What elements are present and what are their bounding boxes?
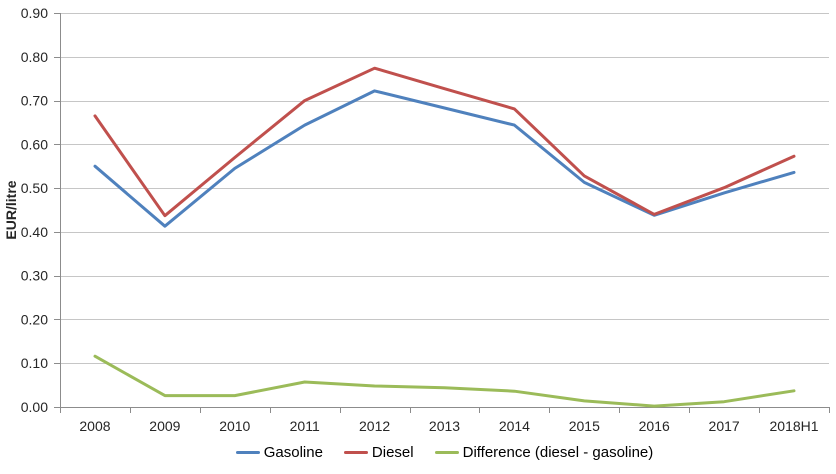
y-tick-label: 0.30: [21, 268, 48, 284]
y-tick-label: 0.70: [21, 93, 48, 109]
series-line-difference-diesel-gasoline: [93, 354, 796, 408]
x-tick-label: 2016: [639, 418, 670, 434]
legend-item-gasoline: Gasoline: [235, 444, 323, 461]
x-tick-label: 2018H1: [770, 418, 819, 434]
legend-swatch-gasoline: [235, 451, 260, 454]
x-tick-label: 2010: [219, 418, 250, 434]
y-tick-label: 0.10: [21, 355, 48, 371]
y-tick-label: 0.60: [21, 136, 48, 152]
legend-item-difference-diesel-gasoline: Difference (diesel - gasoline): [434, 444, 654, 461]
y-tick-label: 0.00: [21, 399, 48, 415]
legend-label: Diesel: [371, 444, 414, 461]
y-tick-label: 0.40: [21, 224, 48, 240]
legend-label: Gasoline: [263, 444, 323, 461]
y-tick-label: 0.80: [21, 49, 48, 65]
y-tick-label: 0.90: [21, 5, 48, 21]
x-tick-label: 2008: [79, 418, 110, 434]
x-tick-label: 2011: [290, 418, 320, 434]
x-tick-label: 2014: [499, 418, 530, 434]
legend-item-diesel: Diesel: [343, 444, 414, 461]
x-tick-label: 2012: [359, 418, 390, 434]
y-axis-title: EUR/litre: [3, 180, 19, 239]
series-line-diesel: [93, 66, 796, 218]
legend-swatch-diesel: [343, 451, 368, 454]
series-line-gasoline: [93, 89, 796, 228]
y-tick-label: 0.20: [21, 311, 48, 327]
x-tick-label: 2009: [149, 418, 180, 434]
x-tick-label: 2015: [569, 418, 600, 434]
chart-plot-area: 0.00 0.10 0.20 0.30 0.40 0.50 0.60 0.70 0.80 0.90…: [3, 5, 830, 434]
x-tick-label: 2017: [709, 418, 740, 434]
chart-legend: Gasoline Diesel Difference (diesel - gasol…: [60, 444, 829, 461]
y-tick-label: 0.50: [21, 180, 48, 196]
legend-label: Difference (diesel - gasoline): [462, 444, 654, 461]
legend-swatch-difference-diesel-gasoline: [434, 451, 459, 454]
x-tick-label: 2013: [429, 418, 460, 434]
